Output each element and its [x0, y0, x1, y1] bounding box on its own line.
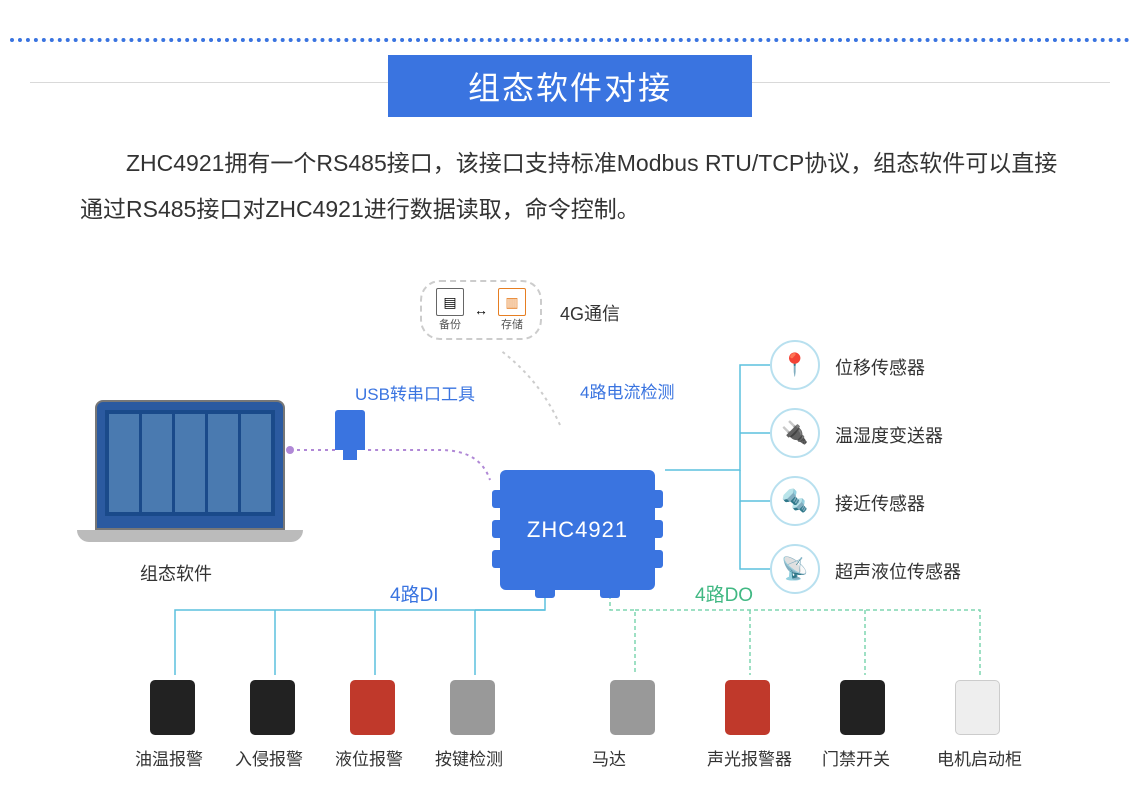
sensor-icon: 🔩 [770, 476, 820, 526]
sensor-icon: 📡 [770, 544, 820, 594]
architecture-diagram: 组态软件 USB转串口工具 ▤ 备份 ↔ ▥ 存储 4G通信 ZHC4921 4… [0, 280, 1140, 780]
backup-label: 备份 [436, 316, 464, 332]
di-device-icon [350, 680, 395, 735]
top-divider [10, 38, 1130, 42]
sensor-icon: 🔌 [770, 408, 820, 458]
sensor-branch-label: 4路电流检测 [580, 378, 674, 403]
backup-icon: ▤ [436, 288, 464, 316]
do-device-label: 声光报警器 [707, 745, 792, 770]
usb-label: USB转串口工具 [355, 380, 475, 405]
storage-icon: ▥ [498, 288, 526, 316]
description-text: ZHC4921拥有一个RS485接口，该接口支持标准Modbus RTU/TCP… [80, 140, 1060, 232]
central-device: ZHC4921 [500, 470, 655, 590]
sensor-label: 位移传感器 [835, 354, 925, 380]
do-device-label: 马达 [592, 745, 626, 770]
sensor-label: 接近传感器 [835, 490, 925, 516]
storage-label: 存储 [498, 316, 526, 332]
cloud-box: ▤ 备份 ↔ ▥ 存储 [420, 280, 542, 340]
di-device-label: 油温报警 [135, 745, 203, 770]
di-device-icon [150, 680, 195, 735]
do-device-icon [955, 680, 1000, 735]
page-title: 组态软件对接 [388, 55, 752, 117]
di-device-label: 按键检测 [435, 745, 503, 770]
do-device-icon [840, 680, 885, 735]
laptop-label: 组态软件 [140, 560, 212, 586]
arrow-icon: ↔ [474, 302, 488, 318]
di-label: 4路DI [390, 580, 439, 607]
laptop-icon [95, 400, 285, 530]
do-device-label: 电机启动柜 [937, 745, 1022, 770]
cloud-label: 4G通信 [560, 300, 620, 326]
di-device-label: 液位报警 [335, 745, 403, 770]
di-device-label: 入侵报警 [235, 745, 303, 770]
do-device-icon [610, 680, 655, 735]
sensor-label: 温湿度变送器 [835, 422, 943, 448]
sensor-icon: 📍 [770, 340, 820, 390]
di-device-icon [250, 680, 295, 735]
do-device-icon [725, 680, 770, 735]
sensor-label: 超声液位传感器 [835, 558, 961, 584]
usb-connector-icon [335, 410, 365, 450]
do-device-label: 门禁开关 [822, 745, 890, 770]
di-device-icon [450, 680, 495, 735]
device-label: ZHC4921 [527, 517, 628, 543]
do-label: 4路DO [695, 580, 753, 607]
